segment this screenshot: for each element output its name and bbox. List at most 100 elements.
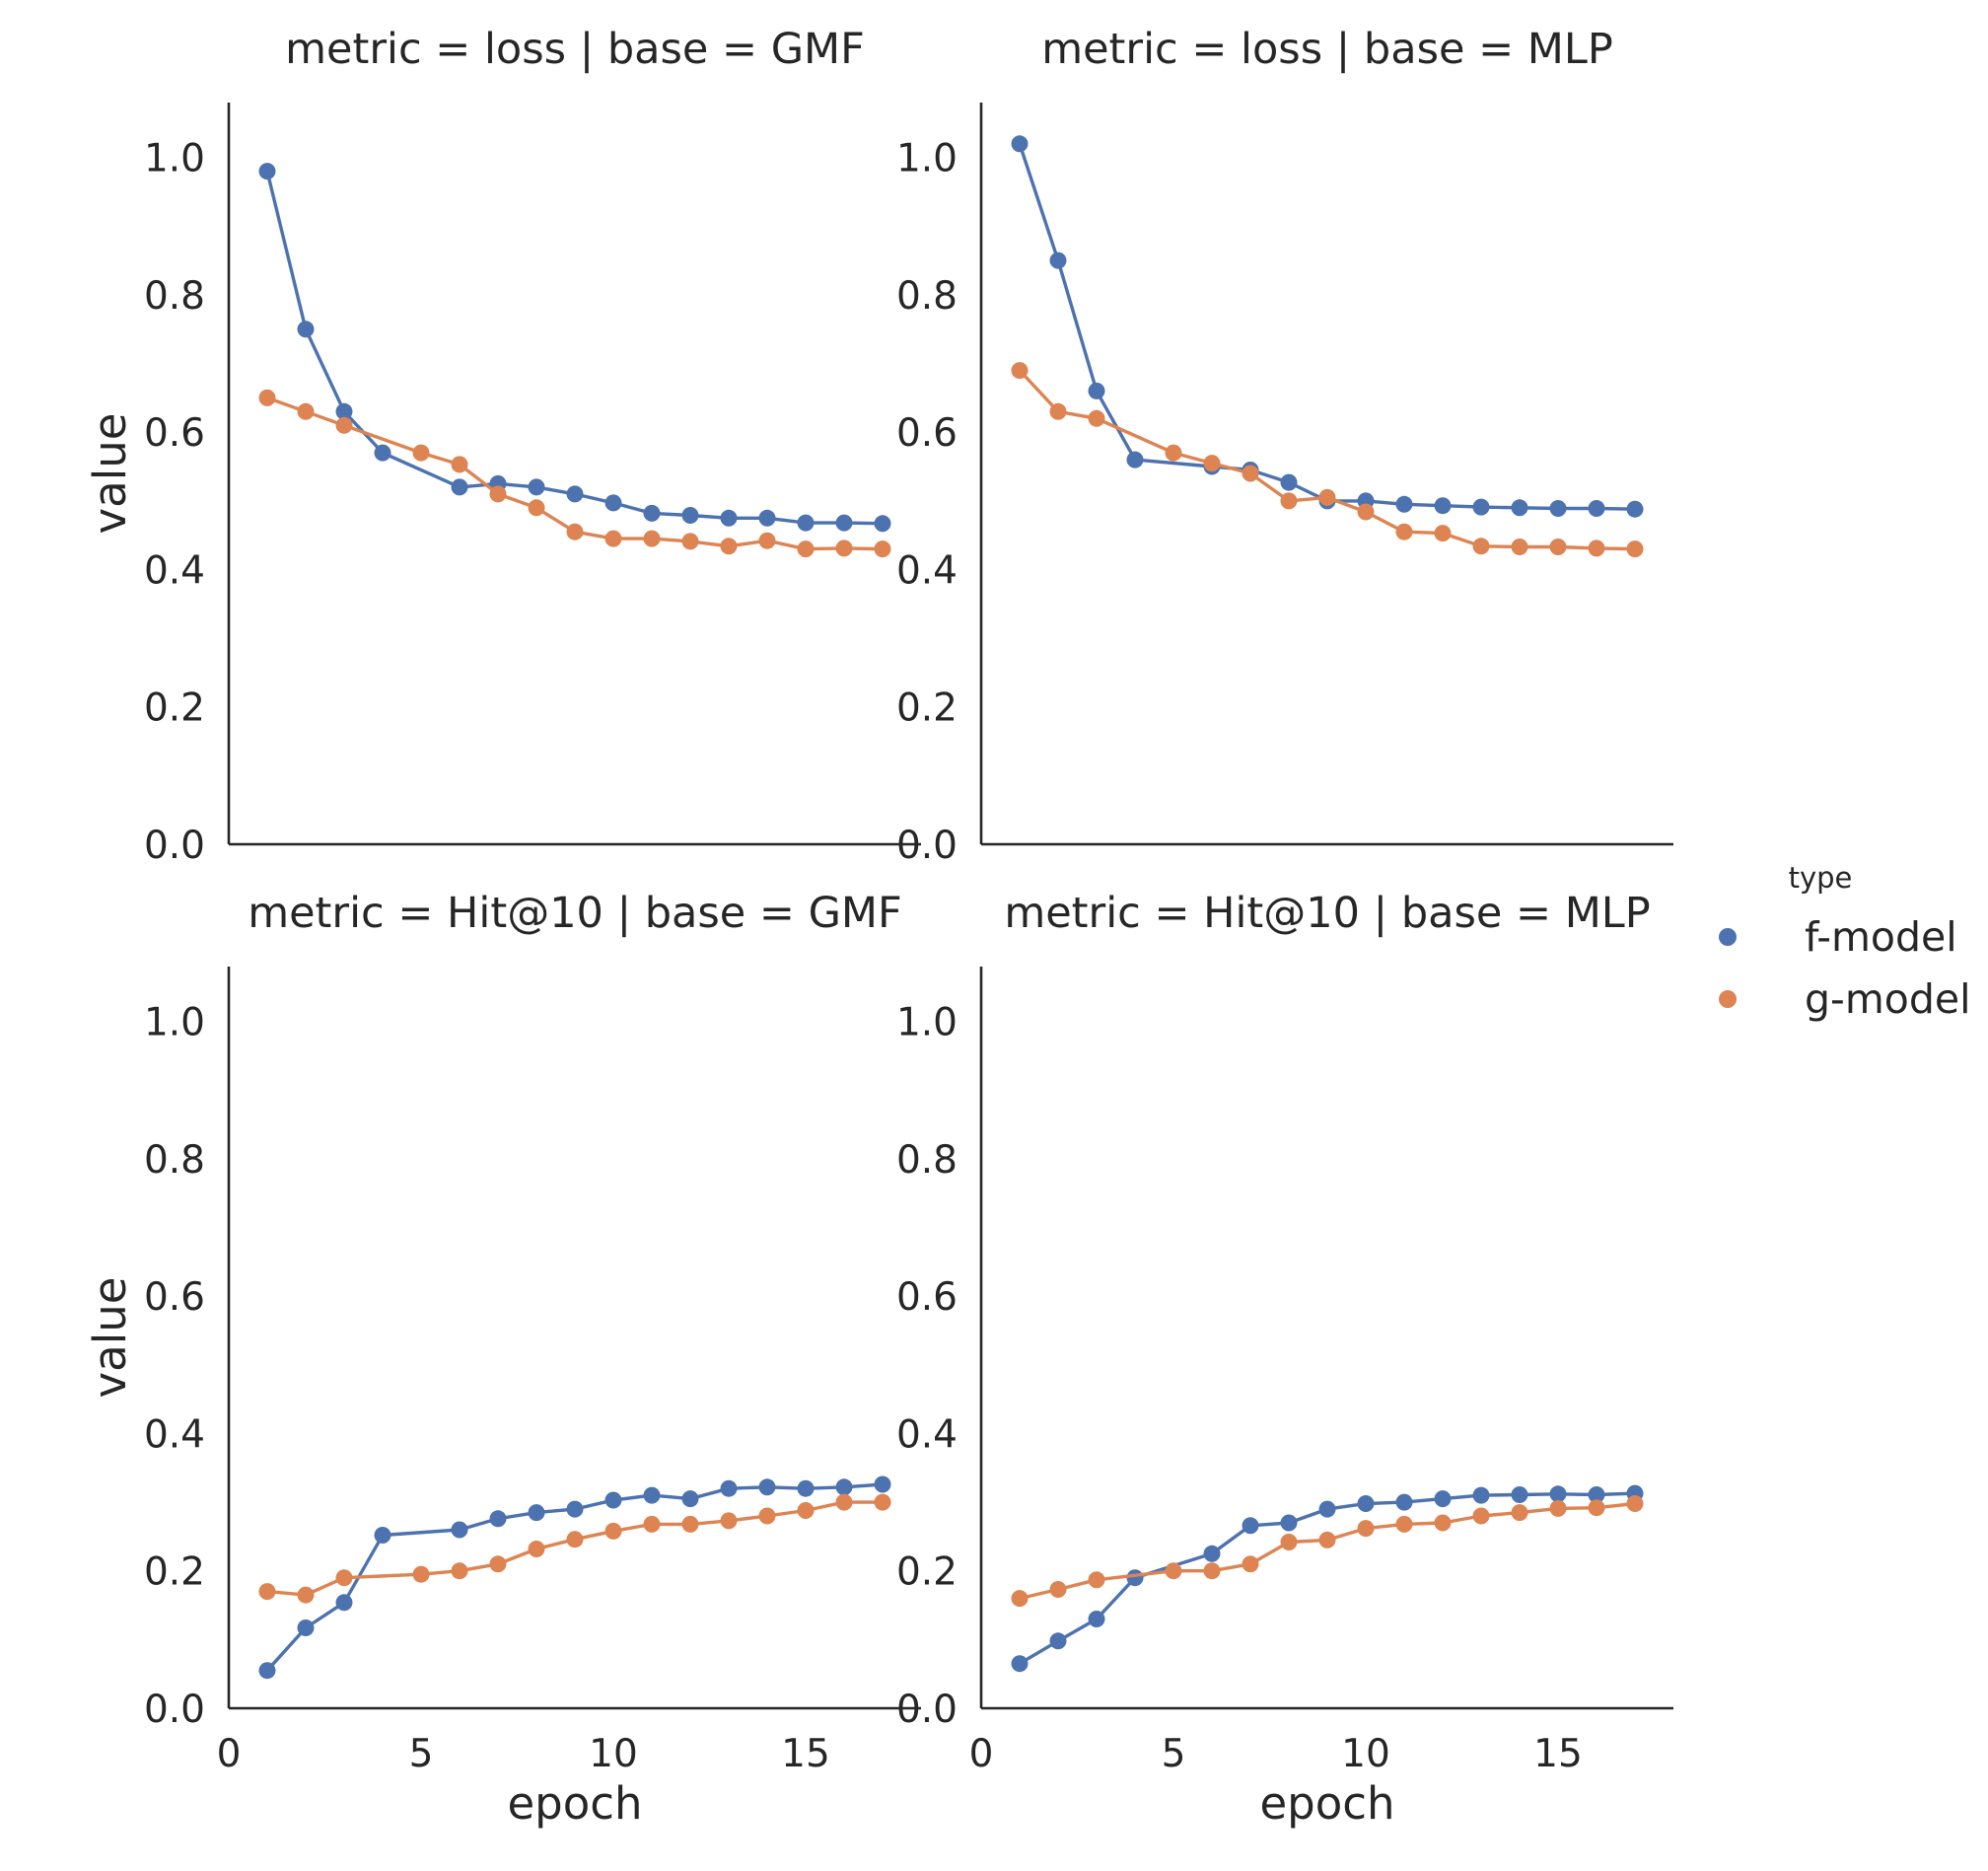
series-f-model — [258, 1475, 891, 1680]
data-point-g-model — [1011, 362, 1029, 380]
data-point-g-model — [1203, 1562, 1221, 1580]
panel-1: metric = loss | base = GMF 0.0 0.2 0.4 0.6 0.… — [84, 25, 921, 868]
data-point-f-model — [335, 402, 353, 420]
y-tick-label: 0.8 — [896, 1138, 958, 1183]
data-point-g-model — [1549, 1499, 1567, 1517]
data-point-g-model — [835, 540, 853, 557]
y-tick-label: 0.6 — [144, 411, 205, 456]
y-tick-label: 0.2 — [896, 1550, 958, 1595]
data-point-f-model — [681, 507, 699, 524]
series-line-f-model — [1018, 142, 1637, 511]
panel-2: metric = loss | base = MLP 0.0 0.2 0.4 0.6 0.… — [896, 25, 1673, 868]
series-line-f-model — [265, 169, 885, 526]
x-tick-label: 0 — [969, 1732, 994, 1776]
data-point-g-model — [1203, 455, 1221, 472]
data-point-f-model — [681, 1490, 699, 1508]
data-point-g-model — [1434, 1514, 1452, 1532]
data-point-g-model — [451, 1562, 468, 1580]
data-point-f-model — [643, 1486, 661, 1504]
y-tick-label: 0.8 — [144, 1138, 205, 1183]
x-axis-title: epoch — [507, 1777, 642, 1830]
data-point-g-model — [451, 456, 468, 473]
data-point-f-model — [758, 1478, 776, 1496]
data-point-g-model — [797, 540, 815, 558]
data-point-f-model — [1395, 1493, 1413, 1511]
series-line-g-model — [265, 1500, 885, 1597]
x-tick-label: 10 — [589, 1732, 638, 1776]
data-point-g-model — [1088, 1571, 1105, 1589]
data-point-f-model — [258, 1662, 276, 1680]
data-point-g-model — [1242, 1555, 1259, 1573]
data-point-f-model — [874, 1475, 891, 1493]
data-point-g-model — [566, 1531, 584, 1548]
data-point-g-model — [489, 1555, 507, 1573]
data-point-f-model — [1203, 1545, 1221, 1562]
data-point-f-model — [604, 494, 622, 512]
data-point-f-model — [335, 1594, 353, 1612]
data-point-f-model — [1049, 252, 1067, 269]
data-point-g-model — [1011, 1590, 1029, 1608]
data-point-f-model — [1395, 495, 1413, 513]
data-point-f-model — [758, 509, 776, 527]
data-point-f-model — [720, 509, 738, 527]
data-point-g-model — [1165, 1562, 1182, 1580]
data-point-f-model — [604, 1491, 622, 1509]
data-point-f-model — [1511, 499, 1528, 517]
data-point-g-model — [720, 1512, 738, 1530]
data-point-g-model — [412, 1565, 430, 1583]
data-point-g-model — [1588, 540, 1605, 557]
y-tick-label: 0.0 — [144, 824, 205, 868]
legend-marker-g-model — [1719, 990, 1737, 1008]
data-point-g-model — [1588, 1499, 1605, 1517]
data-point-g-model — [1280, 1534, 1298, 1550]
data-point-f-model — [1126, 451, 1144, 468]
legend-label: g-model — [1805, 975, 1970, 1023]
x-tick-label: 5 — [1162, 1732, 1186, 1776]
data-point-g-model — [1318, 1531, 1336, 1548]
data-point-g-model — [874, 1493, 891, 1511]
data-point-f-model — [1049, 1632, 1067, 1650]
data-point-g-model — [1242, 465, 1259, 482]
series-line-f-model — [265, 1482, 885, 1673]
data-point-f-model — [1549, 500, 1567, 517]
data-point-g-model — [1434, 525, 1452, 542]
data-point-g-model — [1280, 492, 1298, 510]
y-tick-label: 0.8 — [896, 274, 958, 319]
series-g-model — [1011, 362, 1644, 558]
y-tick-label: 0.0 — [144, 1688, 205, 1732]
data-point-g-model — [720, 538, 738, 555]
panel-3: metric = Hit@10 | base = GMF 0.0 0.2 0.4 0.6… — [84, 889, 921, 1830]
series-f-model — [258, 163, 891, 533]
data-point-f-model — [297, 1619, 315, 1636]
y-tick-label: 0.4 — [896, 1412, 958, 1457]
data-point-f-model — [1357, 1495, 1375, 1512]
legend-marker-f-model — [1719, 928, 1737, 946]
data-point-g-model — [1626, 540, 1644, 558]
data-point-g-model — [1357, 503, 1375, 521]
y-tick-label: 1.0 — [896, 137, 958, 181]
data-point-f-model — [374, 444, 391, 462]
data-point-f-model — [874, 515, 891, 533]
data-point-g-model — [797, 1502, 815, 1519]
data-point-g-model — [604, 1522, 622, 1540]
data-point-f-model — [1011, 135, 1029, 153]
data-point-g-model — [412, 444, 430, 462]
data-point-f-model — [258, 163, 276, 180]
y-axis-title: value — [84, 1277, 136, 1399]
series-line-f-model — [1018, 1491, 1637, 1666]
y-tick-label: 0.4 — [144, 1412, 205, 1457]
data-point-f-model — [835, 514, 853, 532]
y-tick-label: 0.8 — [144, 274, 205, 319]
data-point-f-model — [1434, 1490, 1452, 1508]
legend-label: f-model — [1805, 913, 1957, 961]
y-tick-label: 0.6 — [896, 411, 958, 456]
data-point-f-model — [528, 1504, 545, 1522]
data-point-g-model — [1511, 539, 1528, 555]
data-point-f-model — [1088, 382, 1105, 399]
panel-title: metric = Hit@10 | base = GMF — [248, 889, 902, 938]
panel-title: metric = loss | base = GMF — [285, 25, 865, 74]
data-point-f-model — [528, 478, 545, 496]
data-point-g-model — [528, 499, 545, 517]
data-point-g-model — [297, 1586, 315, 1604]
